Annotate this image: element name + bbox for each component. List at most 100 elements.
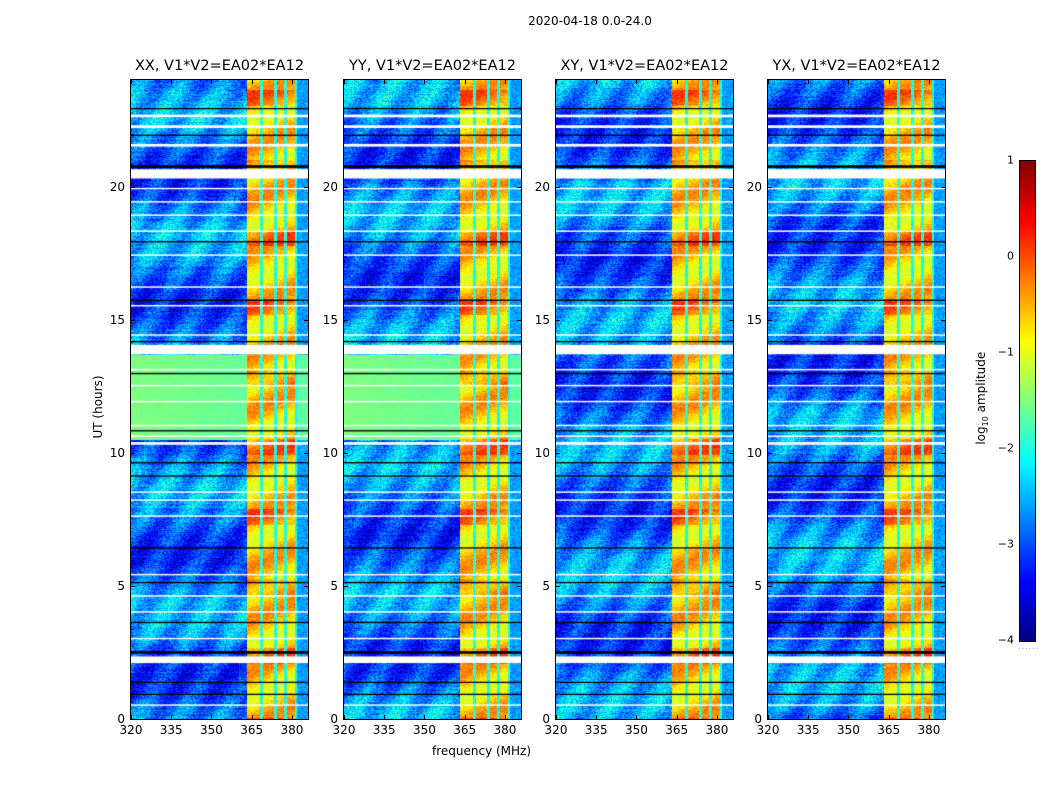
x-tick-mark [848, 715, 850, 719]
colorbar [1019, 160, 1036, 642]
y-tick-label: 15 [534, 312, 550, 327]
y-tick-mark [344, 719, 348, 720]
y-tick-mark [768, 719, 772, 720]
x-tick-label: 335 [372, 723, 396, 737]
x-tick-mark [596, 80, 598, 84]
x-tick-label: 365 [665, 723, 689, 737]
y-tick-mark [768, 186, 772, 188]
y-tick-mark [729, 452, 733, 454]
x-tick-label: 380 [917, 723, 941, 737]
x-tick-mark [928, 715, 930, 719]
x-tick-mark [291, 80, 293, 84]
x-tick-mark [928, 80, 930, 84]
x-tick-mark [171, 715, 173, 719]
spectrogram-image [556, 80, 733, 719]
x-tick-label: 335 [584, 723, 608, 737]
x-tick-label: 320 [544, 723, 568, 737]
y-tick-mark [729, 719, 733, 720]
colorbar-tick-label: −2 [997, 441, 1014, 455]
x-tick-mark [808, 715, 810, 719]
x-tick-label: 380 [493, 723, 517, 737]
x-tick-label: 365 [453, 723, 477, 737]
x-tick-mark [596, 715, 598, 719]
y-tick-label: 0 [542, 712, 550, 726]
x-tick-mark [211, 80, 213, 84]
x-tick-mark [171, 80, 173, 84]
y-tick-mark [517, 719, 521, 720]
x-tick-mark [676, 715, 678, 719]
y-tick-mark [304, 319, 308, 321]
y-tick-mark [941, 585, 945, 587]
y-tick-mark [556, 719, 560, 720]
colorbar-label-log: log [973, 426, 988, 445]
y-tick-mark [517, 319, 521, 321]
y-tick-label: 10 [109, 445, 125, 460]
y-tick-label: 10 [746, 445, 762, 460]
y-tick-mark [556, 585, 560, 587]
panel-title: XX, V1*V2=EA02*EA12 [134, 58, 305, 74]
y-tick-label: 20 [109, 179, 125, 194]
y-tick-mark [304, 719, 308, 720]
y-tick-label: 20 [322, 179, 338, 194]
x-tick-label: 320 [119, 723, 143, 737]
y-tick-label: 15 [322, 312, 338, 327]
colorbar-tick-label: −4 [997, 633, 1014, 647]
suptitle: 2020-04-18 0.0-24.0 [528, 14, 652, 28]
y-tick-mark [131, 585, 135, 587]
spectrogram-panel-xy: XY, V1*V2=EA02*EA12 320 335 350 365 380 0 5 10 15… [535, 58, 734, 737]
y-tick-mark [556, 452, 560, 454]
y-tick-mark [729, 186, 733, 188]
y-tick-mark [304, 585, 308, 587]
panel-title: XY, V1*V2=EA02*EA12 [560, 58, 729, 74]
x-tick-mark [251, 80, 253, 84]
x-tick-mark [848, 80, 850, 84]
y-tick-mark [344, 452, 348, 454]
spectrogram-panel-xx: XX, V1*V2=EA02*EA12 320 335 350 365 380 0 5 10 15… [110, 58, 309, 737]
x-tick-mark [344, 715, 345, 719]
x-tick-mark [808, 80, 810, 84]
x-tick-mark [888, 715, 890, 719]
x-tick-mark [636, 80, 638, 84]
y-tick-label: 0 [117, 712, 125, 726]
y-tick-label: 5 [330, 578, 338, 593]
x-tick-label: 335 [159, 723, 183, 737]
x-tick-label: 350 [625, 723, 648, 737]
y-tick-label: 20 [746, 179, 762, 194]
colorbar-label: log10 amplitude [974, 348, 990, 448]
y-tick-mark [131, 719, 135, 720]
y-tick-label: 20 [534, 179, 550, 194]
x-tick-mark [716, 80, 718, 84]
x-tick-mark [344, 80, 345, 84]
x-tick-mark [504, 715, 506, 719]
spectrogram-image [131, 80, 308, 719]
colorbar-label-sub: 10 [981, 416, 991, 427]
y-tick-mark [344, 319, 348, 321]
x-tick-mark [464, 715, 466, 719]
x-tick-label: 350 [837, 723, 860, 737]
y-tick-label: 10 [534, 445, 550, 460]
x-tick-label: 380 [280, 723, 304, 737]
spectrogram-image [768, 80, 945, 719]
y-tick-label: 10 [322, 445, 338, 460]
colorbar-tick-label: −3 [997, 537, 1014, 551]
y-tick-mark [941, 186, 945, 188]
colorbar-gradient [1020, 161, 1035, 641]
y-tick-mark [729, 585, 733, 587]
y-tick-mark [941, 719, 945, 720]
y-tick-mark [556, 186, 560, 188]
y-tick-label: 0 [754, 712, 762, 726]
y-tick-label: 15 [746, 312, 762, 327]
y-tick-label: 5 [542, 578, 550, 593]
spectrogram-panel-yy: YY, V1*V2=EA02*EA12 320 335 350 365 380 0 5 10 15… [323, 58, 522, 737]
x-tick-mark [291, 715, 293, 719]
y-tick-mark [556, 319, 560, 321]
x-tick-mark [716, 715, 718, 719]
y-tick-mark [941, 452, 945, 454]
y-tick-mark [131, 319, 135, 321]
x-tick-mark [384, 715, 386, 719]
x-tick-mark [556, 715, 557, 719]
x-tick-mark [131, 80, 132, 84]
spectrogram-image [344, 80, 521, 719]
panel-title: YY, V1*V2=EA02*EA12 [349, 58, 516, 74]
colorbar-tick-label: −1 [997, 345, 1014, 359]
